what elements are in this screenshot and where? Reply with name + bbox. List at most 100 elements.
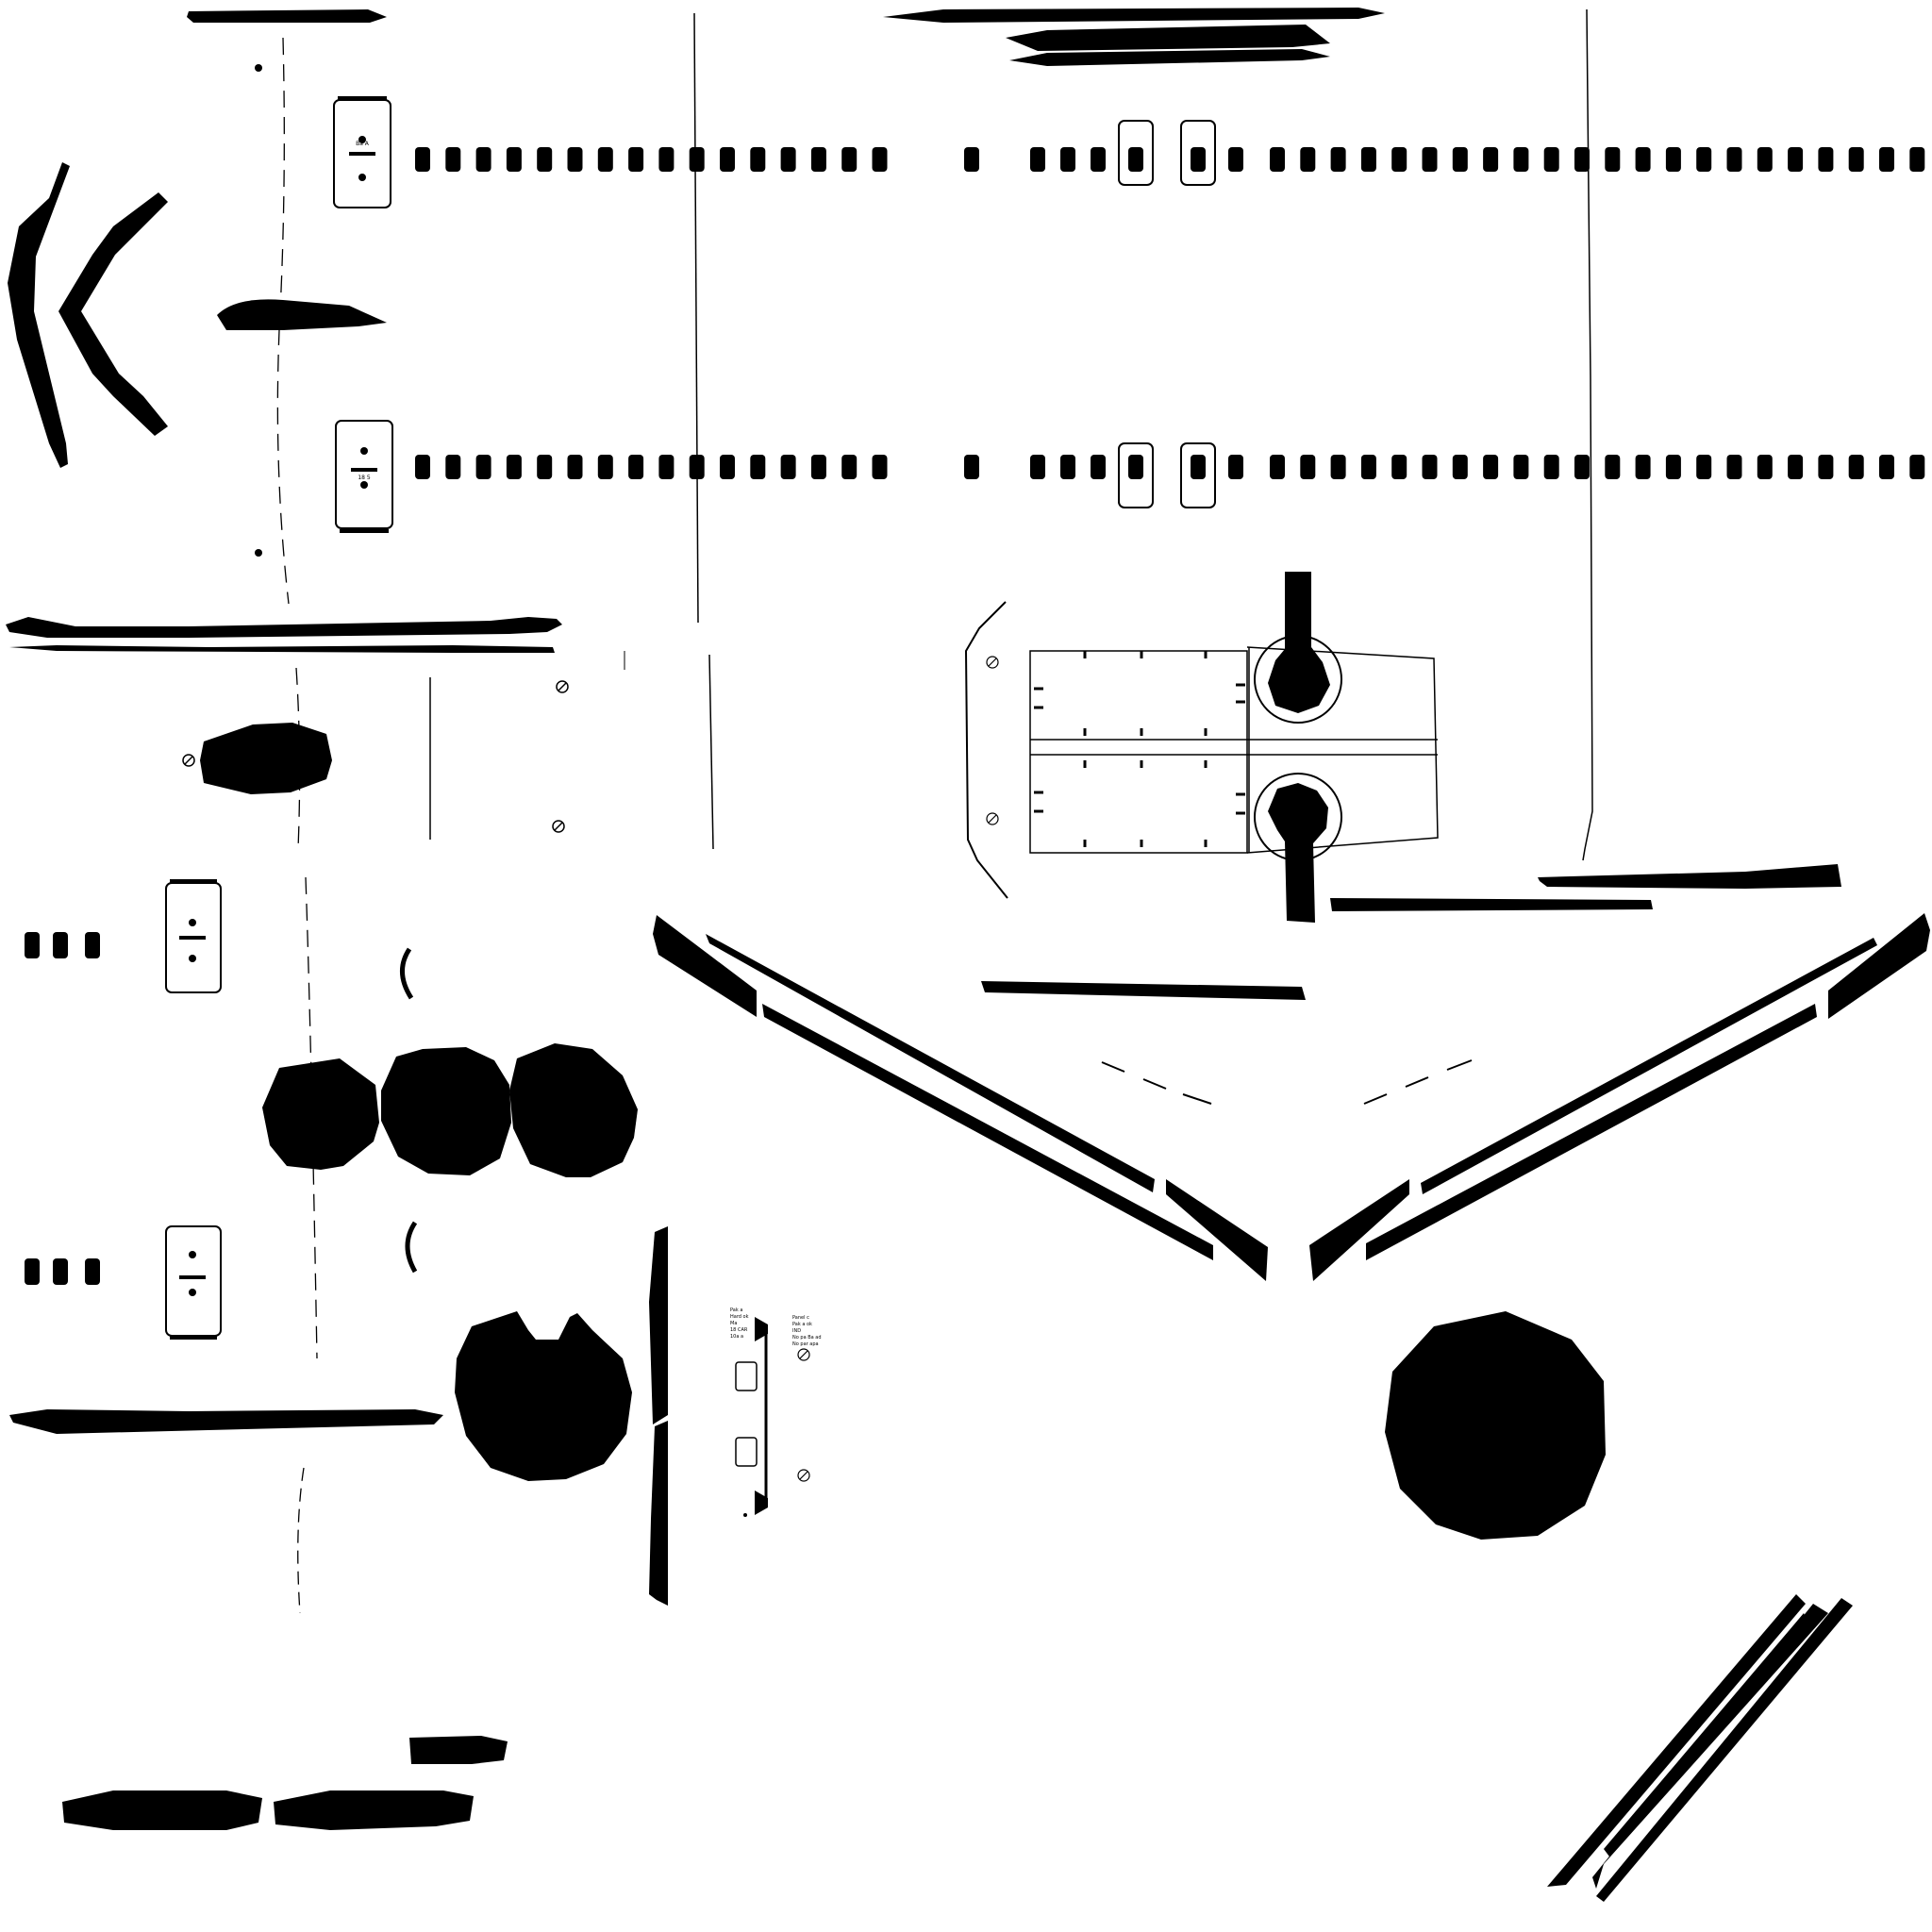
cabin-window [1300,455,1316,479]
cabin-window [415,147,430,172]
cabin-window [1543,147,1559,172]
cabin-window [1665,147,1681,172]
cabin-window [1696,147,1712,172]
flap-dashes [1101,1059,1473,1105]
cabin-window [1757,147,1773,172]
wing-right [1309,913,1930,1281]
placard-line: IND [792,1328,801,1334]
placard-line: No par apa [792,1341,819,1347]
cabin-window [1543,455,1559,479]
cabin-window [1665,455,1681,479]
fastener-icon [182,754,195,767]
window-row-lower [415,455,1925,479]
cabin-window [1635,147,1651,172]
stabilizer-piece [274,1790,474,1830]
cabin-window [964,455,979,479]
dashed-guide-bottom [297,1467,305,1614]
cabin-window [506,147,522,172]
cabin-window [415,455,430,479]
belly-stripe [9,645,555,653]
cabin-window [658,147,675,172]
cabin-window [567,455,583,479]
tick-marks [1034,651,1245,847]
cabin-window [1879,455,1894,479]
seam-line [693,12,699,624]
notched-disc [455,1311,632,1481]
cabin-window [537,455,553,479]
cabin-window [1391,147,1407,172]
cheatline-top [1009,49,1330,66]
cabin-window [1483,147,1499,172]
cabin-window [750,147,766,172]
cabin-window [1574,455,1590,479]
cabin-window [506,455,522,479]
cabin-window [1300,147,1316,172]
cabin-window [1726,455,1742,479]
cabin-window [628,455,644,479]
cabin-window [872,147,888,172]
cabin-window [1228,147,1243,172]
placard-line: 18 CAR [730,1327,748,1333]
cabin-window [1605,147,1621,172]
access-panel-a1: Ba A [333,96,391,208]
seam-line [1582,8,1593,861]
cabin-window [1452,147,1468,172]
fastener-icon [556,680,569,693]
door-frames-lower [1118,442,1216,508]
cabin-window [810,147,826,172]
top-left-stripe [187,9,387,23]
cabin-window [658,455,675,479]
cabin-window [841,455,858,479]
cabin-window [810,455,826,479]
cabin-window [475,147,491,172]
cabin-window [1513,455,1529,479]
cabin-window [1091,147,1106,172]
cabin-window [720,147,735,172]
cabin-window [1848,455,1864,479]
cabin-window [720,455,735,479]
panel-a2-label: 18 5 [358,475,371,481]
cabin-window [1128,147,1143,172]
placard-line: Panel c [792,1315,809,1321]
placard-line: Pak a [730,1307,742,1313]
cabin-window [1726,147,1742,172]
cabin-window [597,455,613,479]
cheatline-top [1006,25,1330,51]
cabin-window [1788,147,1804,172]
seam-line [708,654,714,850]
fuselage-stripe-lower [9,1409,443,1434]
cabin-window [1030,147,1045,172]
cabin-window [1422,147,1438,172]
cabin-window [1513,147,1529,172]
door-handle [1268,783,1328,923]
nacelle-front [262,1058,379,1170]
cabin-window [1128,455,1143,479]
cabin-window [1483,455,1499,479]
cheatline-top [883,8,1385,23]
cabin-window [628,147,644,172]
cabin-window [1879,147,1894,172]
cabin-window [1757,455,1773,479]
cabin-window [1818,455,1834,479]
cabin-window [537,147,553,172]
sill-stripe [1330,898,1653,911]
cargo-door-panel [964,572,1439,923]
cabin-window [445,147,461,172]
vertical-bar [649,1226,668,1424]
door-frames-upper [1118,120,1216,186]
cabin-window [1330,147,1346,172]
fastener-icon [552,820,565,833]
cabin-window [780,147,796,172]
wing-left [653,915,1268,1281]
rivet [255,64,262,72]
placard-line: Pak a ok [792,1322,812,1327]
cabin-window [1909,147,1925,172]
vertical-bar [649,1421,668,1606]
cabin-window [1330,455,1346,479]
diagonal-stripes [1547,1594,1853,1902]
cabin-window [445,455,461,479]
cabin-window [964,147,979,172]
